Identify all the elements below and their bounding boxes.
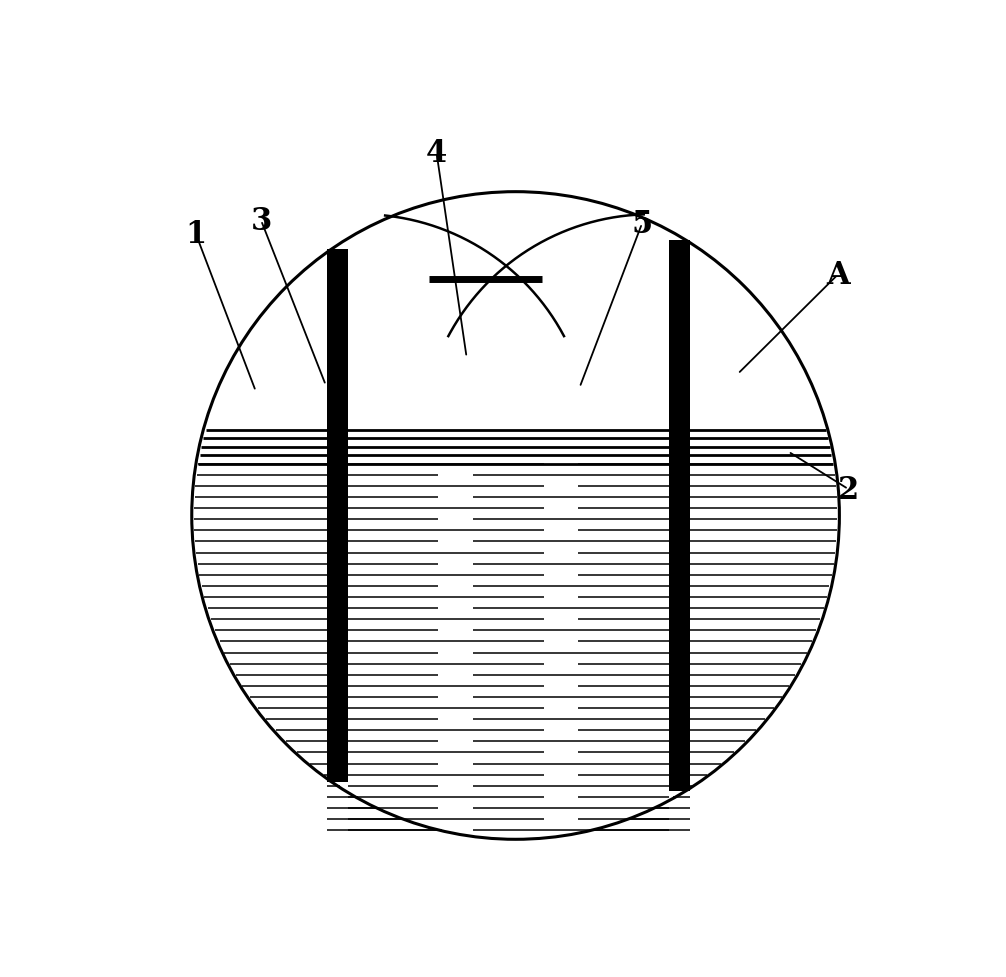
Text: 2: 2 xyxy=(838,474,859,505)
Text: 1: 1 xyxy=(185,219,206,249)
Bar xyxy=(669,241,690,791)
Text: 5: 5 xyxy=(632,208,653,239)
Text: 3: 3 xyxy=(250,205,272,236)
Text: 4: 4 xyxy=(426,138,447,169)
Bar xyxy=(327,250,348,783)
Text: A: A xyxy=(826,260,850,291)
